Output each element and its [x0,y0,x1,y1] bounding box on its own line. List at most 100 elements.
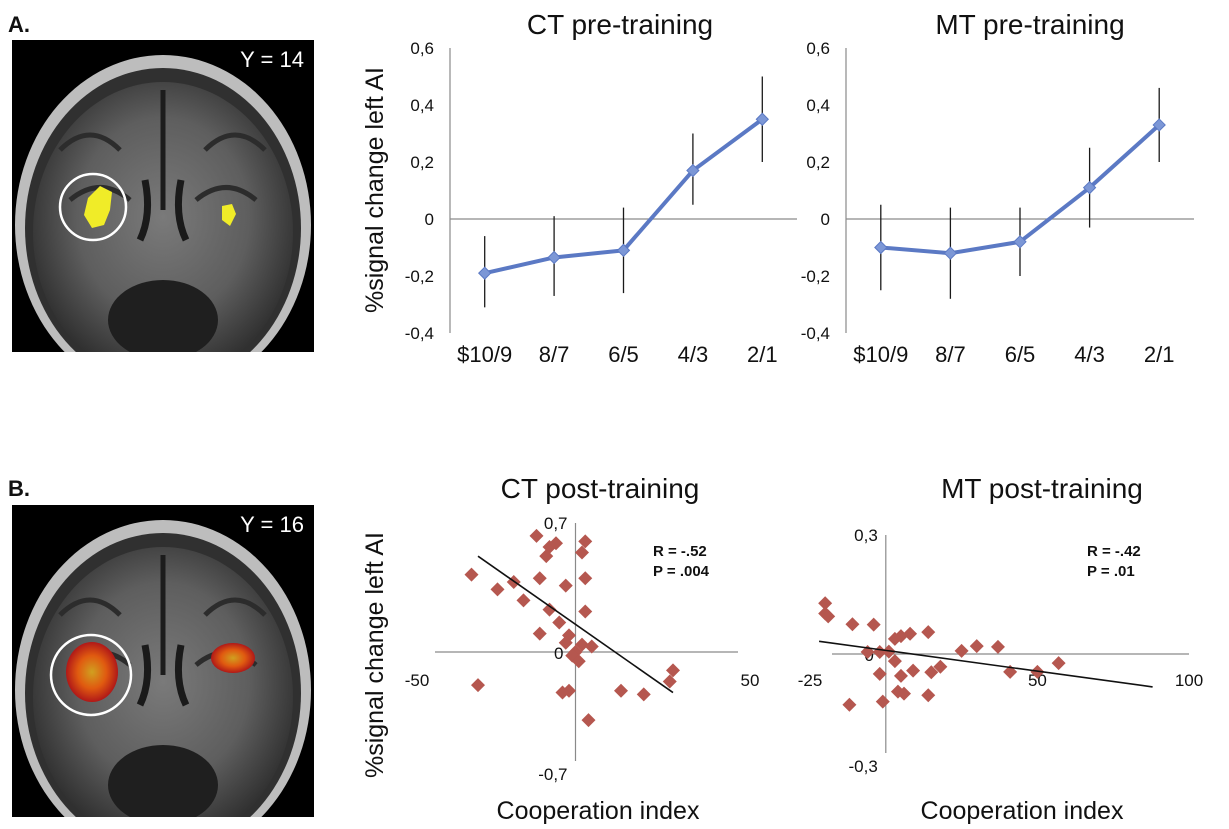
slice-coordinate-a: Y = 14 [240,47,304,72]
data-point [990,639,1005,654]
data-point [943,246,958,260]
x-tick-label: 6/5 [608,342,639,367]
data-point [529,528,544,543]
data-point [558,635,573,650]
correlation-p: P = .004 [653,563,710,580]
data-point [1051,656,1066,671]
chart-title: MT post-training [941,473,1143,504]
y-tick-label: -0,2 [405,267,434,286]
x-axis-label: Cooperation index [921,797,1124,825]
data-point [755,112,770,126]
x-tick-label: 4/3 [1074,342,1105,367]
data-point [1152,118,1166,132]
data-point [887,654,902,669]
brain-image-b [12,505,314,817]
x-tick-label: 4/3 [678,342,709,367]
y-tick-label: -0,3 [849,757,878,776]
activation-blob [66,642,118,702]
data-point [555,685,570,700]
x-tick-label: -25 [798,671,823,690]
data-point [887,631,902,646]
data-point [471,678,485,693]
y-tick-label: 0,3 [854,526,878,545]
y-tick-label: 0,2 [410,153,434,172]
data-point [477,266,492,280]
x-tick-label: 8/7 [539,342,570,367]
data-point [875,694,890,709]
data-point [549,536,563,551]
data-point [532,571,547,586]
y-tick-label: 0,2 [806,153,830,172]
y-axis-label-a: %signal change left AI [361,67,389,313]
data-point [614,683,628,698]
chart-mt-post-training: MT post-training-251005000,3-0,3R = -.42… [798,473,1203,825]
data-point [866,617,881,632]
data-point [516,593,531,608]
y-tick-label: 0,6 [410,39,434,58]
data-point [821,609,836,624]
activation-blob [211,643,255,673]
roi-circle [58,172,128,242]
y-tick-label: 0 [425,210,434,229]
slice-coordinate-b: Y = 16 [240,512,304,537]
correlation-p: P = .01 [1087,563,1135,580]
data-point [921,625,936,640]
data-point [921,688,936,703]
data-point [542,602,557,617]
data-point [818,596,833,611]
data-point [578,571,593,586]
data-point [686,163,700,178]
data-point [539,549,554,564]
panel-letter-a: A. [8,12,30,37]
chart-title: CT post-training [501,473,700,504]
x-tick-label: 50 [741,671,760,690]
correlation-r: R = -.42 [1087,543,1141,560]
trend-line [477,555,674,694]
x-tick-label: 8/7 [935,342,966,367]
data-point [578,604,593,619]
x-tick-label: $10/9 [457,342,512,367]
data-point [1013,235,1027,249]
data-point [954,643,969,658]
chart-ct-post-training: CT post-training -50 50 0 0,7 -0,7 R = -.52 P =… [405,473,760,825]
data-point [666,663,680,678]
data-point [584,639,599,654]
data-point [1082,180,1097,195]
chart-title: CT pre-training [527,9,713,40]
y-tick-label: 0 [821,210,830,229]
data-point [845,617,860,632]
chart-ct-pre-training: CT pre-training 0,6 0,4 0,2 0 -0,2 -0,4 $10/9 8/… [405,9,797,367]
data-point [575,545,589,560]
data-point [552,615,567,630]
x-tick-label: 50 [1028,671,1047,690]
x-tick-label: 100 [1175,671,1203,690]
data-point [924,665,939,680]
x-tick-label: 2/1 [747,342,778,367]
y-tick-label: -0,2 [801,267,830,286]
x-tick-label: 2/1 [1144,342,1175,367]
data-point [547,250,561,265]
data-point [532,626,547,641]
data-point [933,659,948,674]
y-tick-label: 0,4 [806,96,830,115]
x-axis-label: Cooperation index [497,797,700,825]
data-point [578,534,593,549]
activation-blob [84,186,112,228]
data-point [893,668,908,683]
y-axis-label-b: %signal change left AI [361,532,389,778]
data-point [571,654,586,669]
chart-mt-pre-training: MT pre-training 0,6 0,4 0,2 0 -0,2 -0,4 $10/9 8/… [801,9,1194,367]
data-point [906,663,921,678]
y-tick-label: -0,7 [538,765,567,784]
y-tick-label: 0,4 [410,96,434,115]
data-point [896,686,911,701]
y-tick-label: -0,4 [801,324,830,343]
data-point [581,713,596,728]
x-tick-label: 6/5 [1005,342,1036,367]
activation-blob [222,204,236,226]
data-point [464,567,479,582]
x-tick-label: -50 [405,671,430,690]
data-point [874,240,888,255]
x-tick-label: $10/9 [853,342,908,367]
